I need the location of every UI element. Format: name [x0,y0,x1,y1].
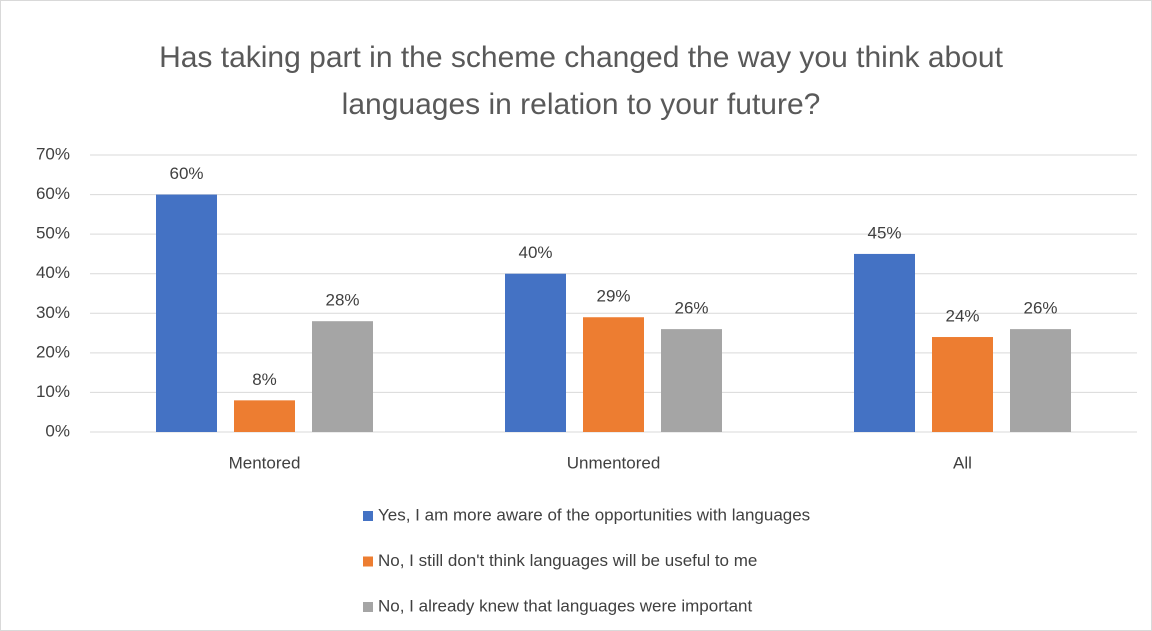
bar [156,194,217,432]
y-tick-label: 50% [36,224,70,243]
y-tick-label: 70% [36,144,70,163]
y-tick-label: 30% [36,303,70,322]
bar [932,337,993,432]
bar [234,400,295,432]
y-tick-label: 60% [36,184,70,203]
bar [505,273,566,432]
data-label: 45% [867,223,901,242]
data-label: 26% [674,299,708,318]
data-label: 24% [945,307,979,326]
data-label: 60% [169,164,203,183]
bar [1010,329,1071,432]
data-label: 8% [252,370,277,389]
chart-title: Has taking part in the scheme changed th… [159,41,1003,121]
data-label: 28% [325,291,359,310]
y-tick-label: 40% [36,263,70,282]
y-tick-label: 0% [45,421,70,440]
bar [661,329,722,432]
bar [854,253,915,432]
x-tick-label: Unmentored [567,453,661,472]
legend-label: Yes, I am more aware of the opportunitie… [378,505,810,524]
x-tick-label: All [953,453,972,472]
legend-swatch [363,511,373,521]
data-label: 26% [1023,299,1057,318]
bar [583,317,644,432]
data-label: 40% [518,243,552,262]
data-label: 29% [596,287,630,306]
legend-label: No, I already knew that languages were i… [378,596,752,615]
legend-label: No, I still don't think languages will b… [378,551,757,570]
y-tick-label: 10% [36,382,70,401]
x-tick-label: Mentored [229,453,301,472]
legend-swatch [363,602,373,612]
legend-swatch [363,556,373,567]
y-tick-label: 20% [36,342,70,361]
bar [312,321,373,432]
